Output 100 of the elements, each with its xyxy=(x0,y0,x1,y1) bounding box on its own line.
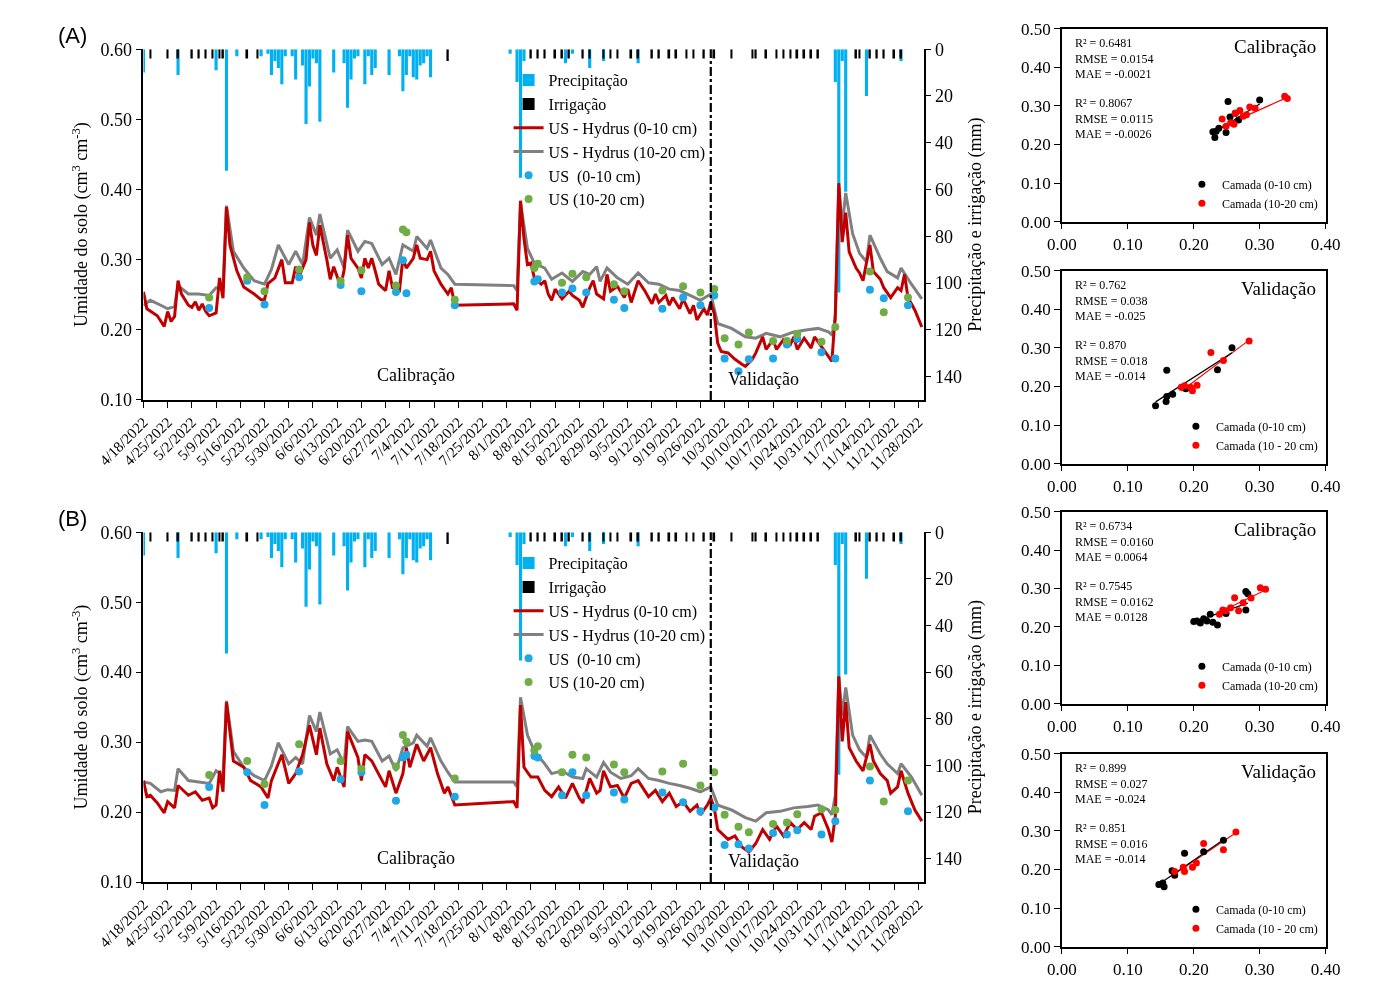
text: (A) xyxy=(58,23,88,48)
legend-label: US (0-10 cm) xyxy=(548,167,641,186)
y-tick-label: 0.50 xyxy=(1021,502,1051,522)
y-tick-label: 0.30 xyxy=(100,249,133,270)
annotation: Validação xyxy=(728,369,799,389)
annotation: R² = 0.6734 RMSE = 0.0160 MAE = 0.0064 xyxy=(1075,519,1154,565)
legend-label: US (10-20 cm) xyxy=(548,191,645,210)
y-tick-label: 0.20 xyxy=(1021,135,1051,155)
x-tick-label: 0.30 xyxy=(1244,234,1275,254)
annotation: Calibração xyxy=(377,848,455,868)
chart-title: Validação xyxy=(1241,278,1316,299)
y-tick-label: 0.30 xyxy=(1021,338,1051,358)
y-tick-label: 0.50 xyxy=(100,592,133,613)
x-tick-label: 0.20 xyxy=(1178,716,1209,736)
y2-axis-title: Precipitação e irrigação (mm) xyxy=(965,599,987,815)
y-tick-label: 0.30 xyxy=(100,732,133,753)
legend-label: Camada (10-20 cm) xyxy=(1221,679,1318,694)
y2-tick-label: 120 xyxy=(934,320,962,341)
x-tick-label: 0.20 xyxy=(1178,234,1209,254)
y-tick-label: 0.50 xyxy=(1021,744,1051,764)
legend-label: Camada (0-10 cm) xyxy=(1215,419,1306,434)
y-tick-label: 0.30 xyxy=(1021,579,1051,599)
annotation: R² = 0.899 RMSE = 0.027 MAE = -0.024 xyxy=(1075,761,1148,807)
y2-tick-label: 100 xyxy=(934,755,962,776)
x-tick-label: 0.10 xyxy=(1113,959,1143,979)
legend-label: US - Hydrus (0-10 cm) xyxy=(548,119,697,138)
y2-axis-title: Precipitação e irrigação (mm) xyxy=(965,117,987,332)
legend-label: Precipitação xyxy=(548,72,628,91)
y2-tick-label: 80 xyxy=(934,709,953,730)
y-tick-label: 0.30 xyxy=(1021,821,1051,841)
y-tick-label: 0.60 xyxy=(100,522,133,543)
annotation: R² = 0.6481 RMSE = 0.0154 MAE = -0.0021 xyxy=(1075,36,1154,82)
y-tick-label: 0.60 xyxy=(100,39,133,60)
x-tick-label: 0.00 xyxy=(1047,234,1077,254)
x-tick-label: 0.40 xyxy=(1310,476,1341,496)
y2-tick-label: 0 xyxy=(934,39,944,60)
x-tick-label: 0.20 xyxy=(1178,959,1209,979)
x-tick-label: 0.00 xyxy=(1047,959,1077,979)
legend-label: US - Hydrus (0-10 cm) xyxy=(548,602,697,621)
annotation: R² = 0.762 RMSE = 0.038 MAE = -0.025 xyxy=(1075,278,1148,324)
y-tick-label: 0.20 xyxy=(1021,617,1051,637)
x-tick-label: 0.20 xyxy=(1178,476,1209,496)
y2-tick-label: 60 xyxy=(934,662,953,683)
y-tick-label: 0.00 xyxy=(1021,212,1051,232)
text: (B) xyxy=(58,506,88,531)
y-tick-label: 0.00 xyxy=(1021,694,1051,714)
y-tick-label: 0.40 xyxy=(1021,541,1051,561)
annotation: Calibração xyxy=(377,365,455,385)
x-tick-label: 0.10 xyxy=(1113,716,1143,736)
y-tick-label: 0.50 xyxy=(1021,19,1051,39)
chart-title: Calibração xyxy=(1234,519,1317,540)
y-tick-label: 0.40 xyxy=(1021,58,1051,78)
y2-tick-label: 100 xyxy=(934,273,962,294)
x-tick-label: 0.00 xyxy=(1047,476,1077,496)
y2-tick-label: 140 xyxy=(934,849,962,869)
y2-tick-label: 20 xyxy=(934,569,953,590)
y2-tick-label: 140 xyxy=(934,366,962,387)
legend-label: US - Hydrus (10-20 cm) xyxy=(548,626,705,645)
legend-label: US - Hydrus (10-20 cm) xyxy=(548,143,705,162)
y2-tick-label: 40 xyxy=(934,133,953,154)
legend-label: Camada (10-20 cm) xyxy=(1221,196,1318,211)
y2-tick-label: 80 xyxy=(934,226,953,247)
legend-label: Irrigação xyxy=(548,579,607,598)
legend-label: US (0-10 cm) xyxy=(548,650,641,669)
y2-tick-label: 60 xyxy=(934,179,953,200)
annotation: R² = 0.851 RMSE = 0.016 MAE = -0.014 xyxy=(1075,821,1148,867)
chart-title: Validação xyxy=(1241,761,1316,782)
x-tick-label: 0.40 xyxy=(1310,234,1341,254)
y2-tick-label: 120 xyxy=(934,802,962,823)
annotation: R² = 0.870 RMSE = 0.018 MAE = -0.014 xyxy=(1075,338,1148,384)
x-tick-label: 0.00 xyxy=(1047,716,1077,736)
y-tick-label: 0.20 xyxy=(1021,377,1051,397)
y-tick-label: 0.10 xyxy=(1021,173,1051,193)
legend-label: Camada (0-10 cm) xyxy=(1221,177,1312,192)
y-tick-label: 0.10 xyxy=(1021,656,1051,676)
x-tick-label: 0.30 xyxy=(1244,716,1275,736)
legend-label: Camada (0-10 cm) xyxy=(1221,660,1312,675)
x-tick-label: 0.10 xyxy=(1113,234,1143,254)
y-tick-label: 0.10 xyxy=(100,872,133,893)
y-tick-label: 0.20 xyxy=(100,320,133,341)
y-tick-label: 0.40 xyxy=(1021,300,1051,320)
legend-label: Irrigação xyxy=(548,96,607,115)
y2-tick-label: 0 xyxy=(934,522,944,543)
y-tick-label: 0.10 xyxy=(100,390,133,411)
chart-title: Calibração xyxy=(1234,36,1317,57)
x-tick-label: 0.40 xyxy=(1310,716,1341,736)
annotation: Validação xyxy=(728,851,799,871)
y-tick-label: 0.40 xyxy=(100,179,133,200)
y-tick-label: 0.30 xyxy=(1021,96,1051,116)
annotation: R² = 0.7545 RMSE = 0.0162 MAE = 0.0128 xyxy=(1075,579,1154,625)
y-tick-label: 0.40 xyxy=(1021,783,1051,803)
y-tick-label: 0.50 xyxy=(100,109,133,130)
x-tick-label: 0.30 xyxy=(1244,959,1275,979)
y2-tick-label: 20 xyxy=(934,86,953,107)
x-tick-label: 0.40 xyxy=(1310,959,1341,979)
legend-label: US (10-20 cm) xyxy=(548,674,645,693)
annotation: R² = 0.8067 RMSE = 0.0115 MAE = -0.0026 xyxy=(1075,96,1153,142)
y-tick-label: 0.40 xyxy=(100,662,133,683)
y-tick-label: 0.20 xyxy=(100,802,133,823)
x-tick-label: 0.30 xyxy=(1244,476,1275,496)
